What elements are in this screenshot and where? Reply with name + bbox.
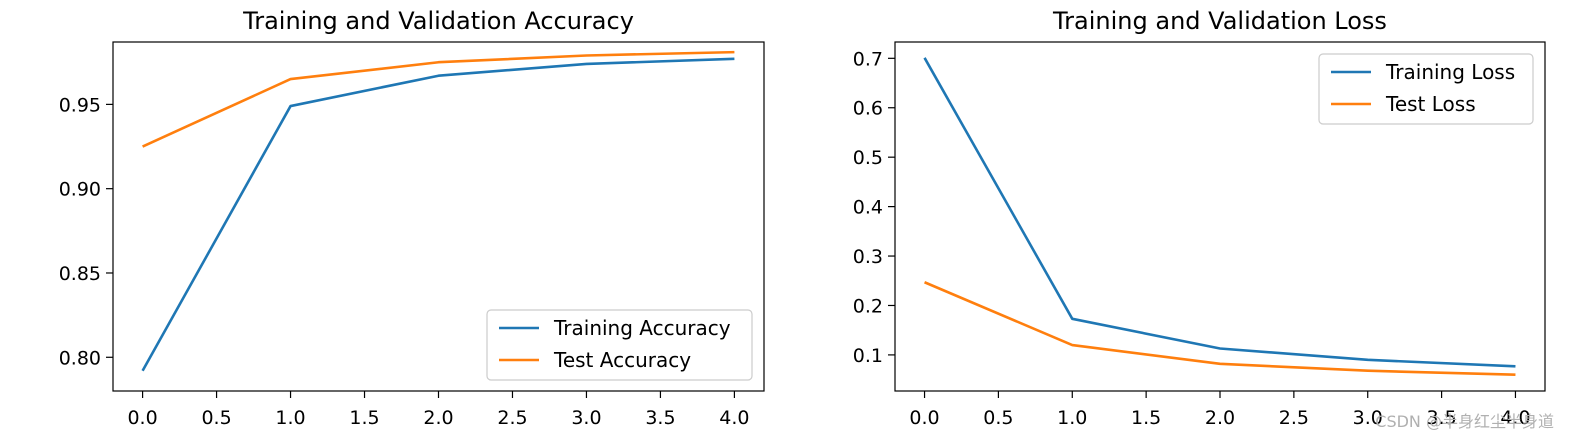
y-tick-label: 0.6 (853, 98, 883, 120)
x-tick-label: 1.5 (1131, 407, 1161, 429)
y-tick-label: 0.2 (853, 295, 883, 317)
y-tick-label: 0.3 (853, 246, 883, 268)
chart-panel-1: Training and Validation Accuracy 0.0 0.5 1.… (59, 7, 765, 429)
x-tick-label: 0.0 (127, 407, 157, 429)
x-tick-label: 3.0 (571, 407, 601, 429)
legend-label-test-accuracy: Test Accuracy (553, 348, 691, 372)
y-tick-label: 0.90 (59, 179, 101, 201)
y-tick-label: 0.85 (59, 263, 101, 285)
legend: Training Accuracy Test Accuracy (486, 309, 753, 381)
y-tick-label: 0.4 (853, 197, 883, 219)
x-tick-label: 4.0 (719, 407, 749, 429)
y-tick-label: 0.95 (59, 94, 101, 116)
legend-label-training-accuracy: Training Accuracy (553, 316, 731, 340)
x-tick-label: 0.5 (201, 407, 231, 429)
x-tick-label: 4.0 (1500, 407, 1530, 429)
axes-frame (894, 41, 1546, 392)
chart-panel-2: Training and Validation Loss 0.0 0.5 1.0 1.5… (853, 7, 1546, 429)
series-line-test-accuracy (142, 50, 735, 148)
x-tick-label: 1.0 (275, 407, 305, 429)
series-line-test-loss (924, 281, 1516, 376)
chart-title: Training and Validation Accuracy (242, 7, 634, 35)
x-tick-label: 1.0 (1057, 407, 1087, 429)
y-tick-label: 0.80 (59, 347, 101, 369)
axes-frame (112, 41, 765, 392)
legend-box (1318, 53, 1534, 125)
x-tick-label: 0.0 (909, 407, 939, 429)
x-tick-label: 2.0 (423, 407, 453, 429)
y-tick-label: 0.7 (853, 48, 883, 70)
x-tick-label: 3.5 (1426, 407, 1456, 429)
legend-label-test-loss: Test Loss (1385, 92, 1476, 116)
x-tick-label: 2.5 (497, 407, 527, 429)
x-tick-label: 3.5 (645, 407, 675, 429)
x-tick-label: 2.5 (1279, 407, 1309, 429)
x-tick-label: 3.0 (1353, 407, 1383, 429)
x-tick-label: 2.0 (1205, 407, 1235, 429)
legend: Training Loss Test Loss (1318, 53, 1534, 125)
x-tick-label: 1.5 (349, 407, 379, 429)
x-tick-label: 0.5 (983, 407, 1013, 429)
legend-box (486, 309, 753, 381)
watermark: CSDN @半身红尘半身道 (1375, 412, 1554, 431)
chart-title: Training and Validation Loss (1052, 7, 1387, 35)
y-tick-label: 0.1 (853, 345, 883, 367)
y-tick-label: 0.5 (853, 147, 883, 169)
legend-label-training-loss: Training Loss (1385, 60, 1515, 84)
